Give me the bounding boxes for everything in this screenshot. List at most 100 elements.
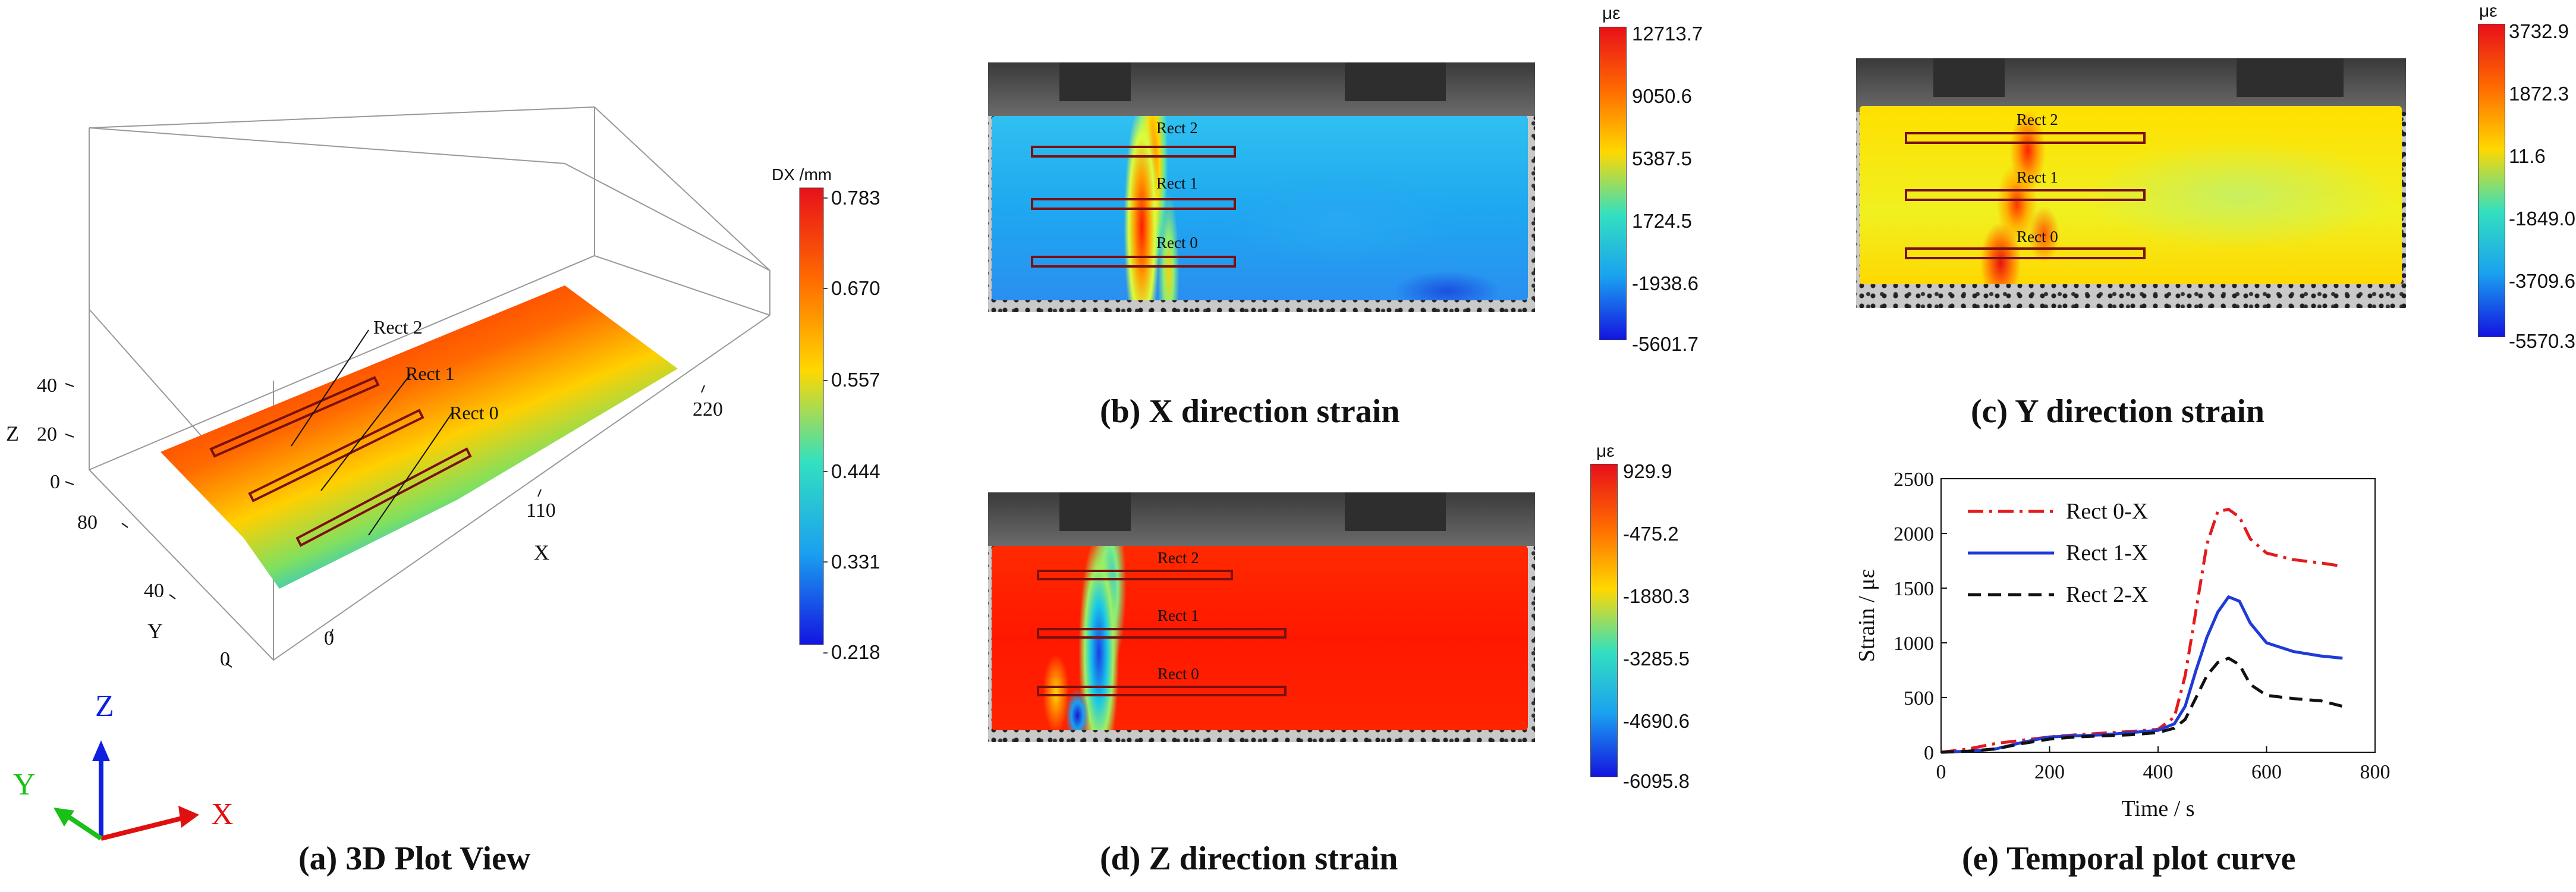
x-strain-rect-label-1: Rect 1	[1156, 174, 1198, 192]
chart-y-tick-label: 2500	[1894, 469, 1934, 491]
plot-3d-colorbar-label: 0.444	[831, 460, 880, 482]
chart-x-tick-label: 200	[2034, 761, 2065, 783]
chart-y-tick-label: 1000	[1894, 633, 1934, 655]
x-axis-label: X	[534, 541, 549, 564]
z-strain-colorbar-label: -4690.6	[1623, 710, 1690, 732]
plot-3d-colorbar-label: 0.557	[831, 369, 880, 391]
x-strain-colorbar-label: 1724.5	[1632, 210, 1692, 232]
chart-y-tick-label: 2000	[1894, 523, 1934, 545]
z-strain-colorbar-label: 929.9	[1623, 460, 1672, 482]
panel-x-strain: Rect 2 Rect 1 Rect 0 με 12713.7 9050.6 5…	[975, 0, 1748, 452]
z-tick-40: 40	[37, 375, 57, 397]
chart-plot-area	[1940, 478, 2376, 753]
chart-series-line-1	[1940, 595, 2343, 754]
chart-series-line-2	[1940, 657, 2343, 754]
z-tick-0: 0	[50, 471, 60, 493]
chart-x-tick-label: 400	[2143, 761, 2174, 783]
z-strain-rect-label-1: Rect 1	[1158, 607, 1199, 624]
z-strain-colorbar	[1590, 464, 1618, 777]
plot-3d-rect-label-0: Rect 0	[449, 402, 499, 423]
x-strain-rect-label-0: Rect 0	[1156, 234, 1198, 252]
plot-3d	[54, 106, 828, 841]
y-tick-40: 40	[144, 580, 164, 602]
z-strain-rect-label-0: Rect 0	[1158, 665, 1199, 683]
y-strain-rect-1	[1905, 189, 2146, 201]
y-strain-image: Rect 2 Rect 1 Rect 0	[1856, 58, 2406, 308]
y-strain-colorbar-label: 11.6	[2509, 145, 2546, 167]
y-tick-0: 0	[220, 648, 230, 670]
chart-y-tick-label: 1500	[1894, 578, 1934, 600]
z-axis-label: Z	[6, 422, 19, 445]
z-strain-rect-2	[1037, 570, 1233, 580]
triad-y-label: Y	[13, 768, 36, 802]
z-strain-colorbar-label: -475.2	[1623, 523, 1679, 545]
temporal-chart: 0 500 1000 1500 2000 2500 0 200 400 600 800 Rect …	[1854, 469, 2391, 821]
plot-3d-colorbar	[799, 187, 824, 645]
z-strain-colorbar-label: -1880.3	[1623, 585, 1690, 607]
y-strain-colorbar-label: 1872.3	[2509, 83, 2569, 105]
plot-3d-rects	[209, 329, 472, 547]
plot-3d-rect-label-1: Rect 1	[405, 363, 455, 384]
panel-c-caption: (c) Y direction strain	[1971, 393, 2265, 430]
x-strain-colorbar-unit: με	[1602, 4, 1621, 23]
panel-z-strain: Rect 2 Rect 1 Rect 0 με 929.9 -475.2 -18…	[975, 440, 1748, 892]
chart-legend-label: Rect 2-X	[2066, 582, 2148, 607]
plot-3d-colorbar-label: 0.218	[831, 641, 880, 663]
y-strain-rect-label-0: Rect 0	[2017, 228, 2058, 246]
x-strain-rect-0	[1031, 256, 1236, 268]
triad-x-label: X	[211, 797, 234, 831]
z-strain-rect-1	[1037, 628, 1287, 639]
z-strain-colorbar-label: -6095.8	[1623, 770, 1690, 792]
x-strain-colorbar	[1599, 27, 1627, 340]
x-tick-220: 220	[693, 398, 723, 420]
x-strain-rect-1	[1031, 198, 1236, 210]
panel-temporal-curve: 0 500 1000 1500 2000 2500 0 200 400 600 800 Rect …	[1784, 440, 2576, 892]
plot-3d-colorbar-unit: DX /mm	[772, 165, 832, 184]
z-strain-rect-label-2: Rect 2	[1158, 549, 1199, 567]
x-strain-colorbar-label: 12713.7	[1632, 23, 1703, 45]
x-strain-colorbar-label: -1938.6	[1632, 272, 1699, 294]
z-strain-image: Rect 2 Rect 1 Rect 0	[988, 492, 1535, 742]
x-strain-colorbar-label: 5387.5	[1632, 147, 1692, 169]
chart-x-tick-label: 0	[1936, 761, 1946, 783]
triad-z-label: Z	[95, 689, 114, 723]
x-strain-rect-2	[1031, 146, 1236, 158]
y-axis-label: Y	[147, 619, 163, 643]
x-strain-image: Rect 2 Rect 1 Rect 0	[988, 62, 1535, 312]
panel-e-caption: (e) Temporal plot curve	[1962, 840, 2296, 877]
chart-legend-label: Rect 0-X	[2066, 499, 2148, 524]
y-strain-colorbar-label: 3732.9	[2509, 20, 2569, 42]
chart-y-tick-label: 500	[1904, 687, 1934, 709]
plot-3d-surface	[161, 285, 678, 589]
panel-y-strain: Rect 2 Rect 1 Rect 0 με 3732.9 1872.3 11…	[1843, 0, 2576, 452]
y-strain-rect-label-2: Rect 2	[2017, 111, 2058, 128]
plot-3d-rect-label-2: Rect 2	[373, 316, 423, 338]
y-strain-colorbar-label: -3709.6	[2509, 270, 2575, 292]
x-tick-0: 0	[324, 627, 334, 649]
x-strain-colorbar-label: 9050.6	[1632, 85, 1692, 107]
x-tick-110: 110	[526, 500, 556, 522]
chart-legend-label: Rect 1-X	[2066, 541, 2148, 566]
chart-y-axis-label: Strain / με	[1854, 569, 1879, 662]
plot-3d-colorbar-label: 0.783	[831, 187, 880, 209]
panel-b-caption: (b) X direction strain	[1100, 393, 1400, 430]
panel-3d-plot: Rect 2 Rect 1 Rect 0 Z 40 20 0 80 40 Y 0…	[0, 0, 880, 892]
chart-x-tick-label: 800	[2360, 761, 2391, 783]
y-strain-rect-0	[1905, 247, 2146, 259]
z-strain-colorbar-label: -3285.5	[1623, 648, 1690, 670]
chart-x-axis-label: Time / s	[2121, 796, 2194, 821]
chart-x-tick-label: 600	[2251, 761, 2282, 783]
plot-3d-box	[89, 106, 770, 661]
panel-a-caption: (a) 3D Plot View	[298, 840, 531, 877]
z-strain-colorbar-unit: με	[1596, 441, 1615, 461]
x-strain-colorbar-label: -5601.7	[1632, 333, 1699, 355]
y-strain-colorbar	[2478, 24, 2505, 337]
y-strain-colorbar-unit: με	[2479, 1, 2498, 21]
y-strain-colorbar-label: -1849.0	[2509, 208, 2575, 230]
axes-triad	[54, 740, 199, 841]
y-tick-80: 80	[77, 511, 97, 533]
x-strain-rect-label-2: Rect 2	[1156, 119, 1198, 137]
z-strain-rect-0	[1037, 686, 1287, 696]
plot-3d-colorbar-label: 0.670	[831, 277, 880, 299]
y-strain-rect-2	[1905, 132, 2146, 144]
